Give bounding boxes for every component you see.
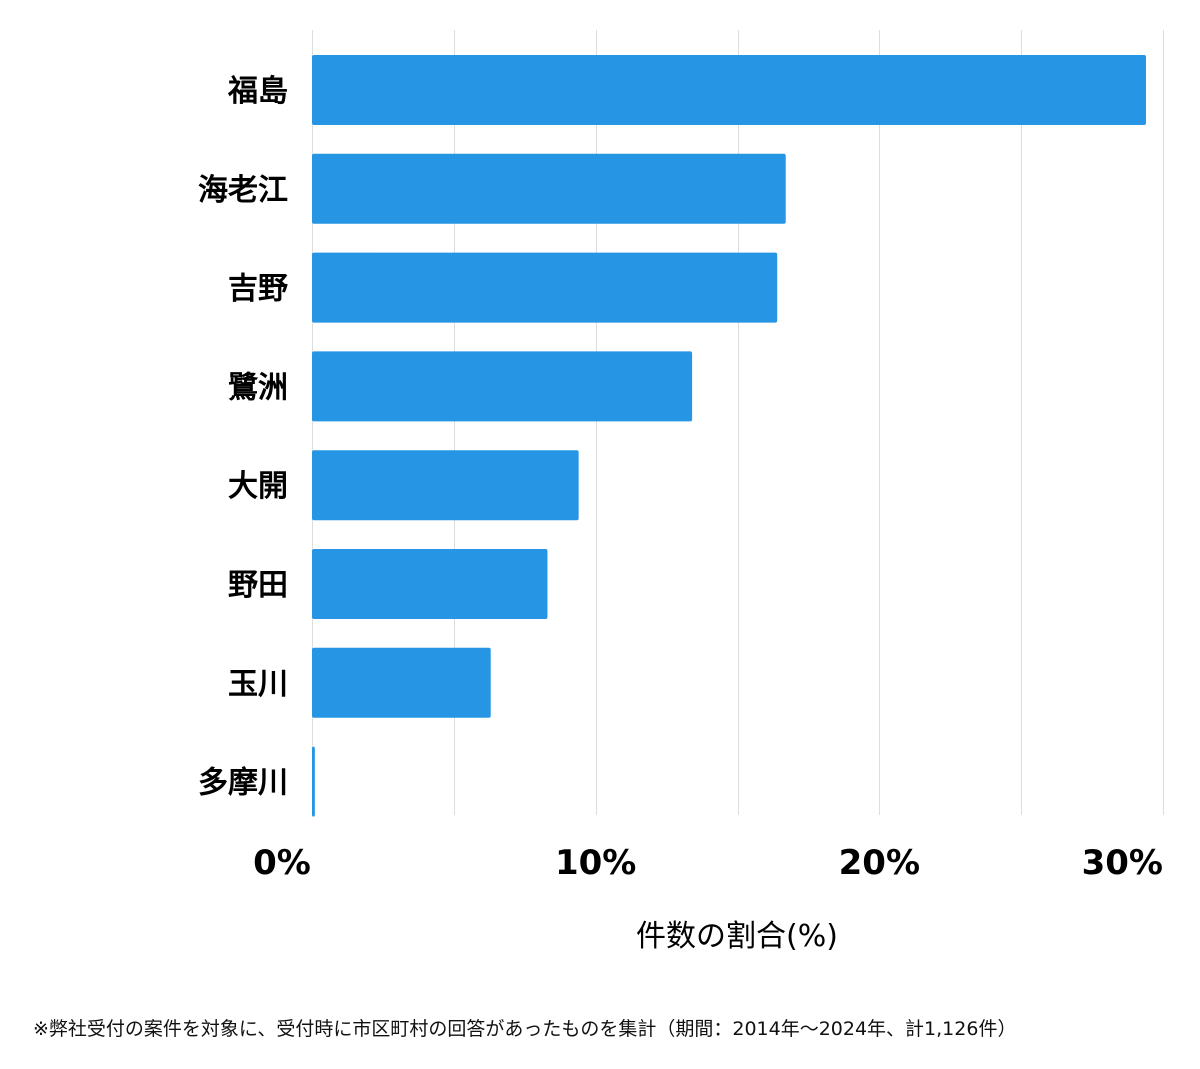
x-tick-label: 10% (555, 843, 636, 883)
bar (312, 55, 1146, 125)
bar (312, 450, 579, 521)
category-label: 海老江 (198, 173, 288, 208)
category-label: 多摩川 (198, 766, 288, 801)
bar (312, 746, 315, 817)
bar (312, 647, 491, 718)
category-label: 玉川 (228, 667, 288, 702)
footnote: ※弊社受付の案件を対象に、受付時に市区町村の回答があったものを集計（期間：201… (33, 1018, 1017, 1040)
category-label: 野田 (228, 568, 288, 603)
x-tick-label: 0% (253, 843, 311, 883)
category-label: 吉野 (228, 272, 288, 307)
x-axis-title: 件数の割合(%) (636, 919, 838, 954)
bar (312, 351, 693, 422)
category-label: 鷺洲 (228, 370, 288, 405)
x-tick-label: 20% (839, 843, 920, 883)
bar (312, 153, 786, 224)
x-tick-labels: 0% 10% 20% 30% (253, 843, 1163, 883)
category-label: 大開 (228, 469, 288, 504)
bars (312, 55, 1146, 817)
x-tick-label: 30% (1082, 843, 1163, 883)
bar (312, 549, 548, 619)
bar (312, 252, 778, 323)
category-label: 福島 (227, 74, 288, 109)
